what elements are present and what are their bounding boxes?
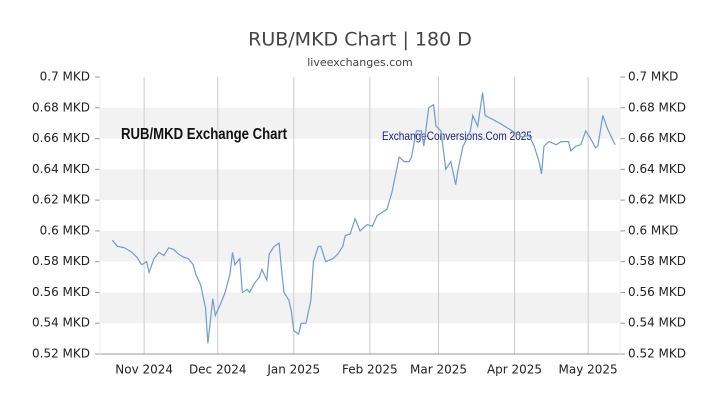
y2-tick-label: 0.7 MKD (628, 70, 678, 84)
y2-tick-label: 0.66 MKD (628, 131, 686, 145)
y-tick-label: 0.6 MKD (40, 223, 90, 237)
x-tick-label: Nov 2024 (115, 363, 173, 377)
y-tick-label: 0.7 MKD (40, 70, 90, 84)
y-tick-label: 0.52 MKD (32, 347, 90, 361)
grid-band (100, 169, 620, 201)
y2-tick-label: 0.58 MKD (628, 254, 686, 268)
annotation: ExchangeConversions.Com 2025 (382, 129, 532, 143)
annotation: RUB/MKD Exchange Chart (121, 126, 288, 143)
y-tick-label: 0.64 MKD (32, 162, 90, 176)
y2-tick-label: 0.62 MKD (628, 193, 686, 207)
chart-subtitle: liveexchanges.com (307, 56, 412, 69)
y-tick-label: 0.58 MKD (32, 254, 90, 268)
y2-tick-label: 0.54 MKD (628, 316, 686, 330)
y-tick-label: 0.62 MKD (32, 193, 90, 207)
y2-tick-label: 0.68 MKD (628, 100, 686, 114)
x-tick-label: Dec 2024 (189, 363, 247, 377)
x-tick-label: May 2025 (559, 363, 618, 377)
y-tick-label: 0.54 MKD (32, 316, 90, 330)
chart-title: RUB/MKD Chart | 180 D (248, 29, 472, 51)
y2-tick-label: 0.6 MKD (628, 223, 678, 237)
x-tick-label: Apr 2025 (487, 363, 542, 377)
grid-band (100, 107, 620, 139)
x-tick-label: Feb 2025 (342, 363, 398, 377)
x-tick-label: Mar 2025 (410, 363, 467, 377)
grid-band (100, 230, 620, 262)
y-tick-label: 0.68 MKD (32, 100, 90, 114)
x-tick-label: Jan 2025 (266, 363, 320, 377)
y2-tick-label: 0.56 MKD (628, 285, 686, 299)
y2-tick-label: 0.64 MKD (628, 162, 686, 176)
y-tick-label: 0.66 MKD (32, 131, 90, 145)
grid-band (100, 292, 620, 324)
y2-tick-label: 0.52 MKD (628, 347, 686, 361)
series-line (111, 92, 616, 344)
y-tick-label: 0.56 MKD (32, 285, 90, 299)
